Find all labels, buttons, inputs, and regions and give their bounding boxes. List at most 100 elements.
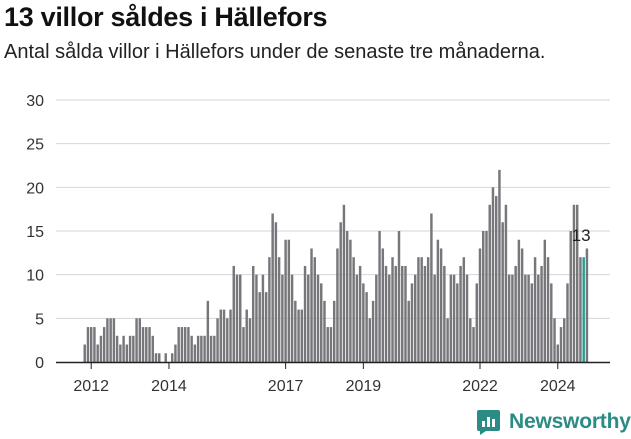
bar xyxy=(420,257,423,362)
bar xyxy=(242,327,245,362)
bar xyxy=(154,353,158,362)
bar xyxy=(355,274,359,362)
bar xyxy=(430,213,433,362)
bar xyxy=(488,204,491,362)
bar xyxy=(482,231,485,362)
bar xyxy=(472,327,475,362)
bar xyxy=(158,353,161,362)
bar xyxy=(465,274,469,362)
x-tick-label: 2019 xyxy=(346,378,382,395)
bar xyxy=(413,274,417,362)
bar xyxy=(498,169,501,362)
bar xyxy=(404,265,407,362)
bar xyxy=(368,318,372,362)
highlight-value-label: 13 xyxy=(572,226,591,245)
x-axis: 2012 2014 2017 2019 2022 2024 xyxy=(56,361,610,395)
bar xyxy=(313,257,316,362)
bar xyxy=(268,257,271,362)
bar xyxy=(128,335,132,362)
bar xyxy=(394,265,397,362)
bar xyxy=(449,274,453,362)
bar xyxy=(540,265,543,362)
y-tick-label: 10 xyxy=(26,268,44,285)
bar xyxy=(469,318,472,362)
y-tick-label: 15 xyxy=(26,224,44,241)
bar xyxy=(426,257,430,362)
bar xyxy=(206,300,210,362)
bar xyxy=(537,274,540,362)
newsworthy-logo-icon xyxy=(477,409,500,435)
x-tick-label: 2017 xyxy=(268,378,304,395)
bar xyxy=(501,222,504,362)
annotations: 13 xyxy=(572,226,591,245)
bar xyxy=(187,327,190,362)
bar xyxy=(294,300,297,362)
bar xyxy=(183,327,187,362)
bar xyxy=(310,248,313,362)
bar xyxy=(417,257,420,362)
bar xyxy=(99,335,103,362)
bar xyxy=(452,274,456,362)
bar xyxy=(436,239,440,362)
bar xyxy=(297,309,300,362)
bar xyxy=(86,327,90,362)
bar xyxy=(559,327,563,362)
bar xyxy=(579,257,582,362)
bar xyxy=(271,213,274,362)
bar xyxy=(258,292,261,362)
bar xyxy=(349,239,352,362)
bar xyxy=(517,239,521,362)
bar xyxy=(352,257,355,362)
bar xyxy=(89,327,93,362)
y-tick-label: 0 xyxy=(35,355,44,372)
bar xyxy=(93,327,96,362)
bar xyxy=(239,274,242,362)
bar xyxy=(527,274,530,362)
bar xyxy=(323,300,326,362)
grid-lines xyxy=(56,99,610,319)
bar xyxy=(504,204,508,362)
bar xyxy=(106,318,109,362)
bar xyxy=(170,353,174,362)
chart-subtitle: Antal sålda villor i Hällefors under de … xyxy=(4,41,546,63)
bar xyxy=(196,335,200,362)
bar xyxy=(550,283,553,362)
bar xyxy=(203,335,206,362)
bar xyxy=(235,274,239,362)
bar xyxy=(371,300,375,362)
bar xyxy=(384,265,388,362)
bar xyxy=(209,335,213,362)
bar xyxy=(232,265,235,362)
bar xyxy=(284,239,287,362)
bar xyxy=(446,318,449,362)
bar xyxy=(320,283,323,362)
bar xyxy=(514,265,517,362)
bar xyxy=(533,257,537,362)
bar xyxy=(546,257,550,362)
bar xyxy=(556,344,559,362)
bar xyxy=(109,318,112,362)
bar xyxy=(96,344,99,362)
chart-title: 13 villor såldes i Hällefors xyxy=(4,2,328,32)
bar xyxy=(200,335,203,362)
bar xyxy=(255,274,258,362)
bar xyxy=(410,283,414,362)
newsworthy-logo: Newsworthy xyxy=(476,407,631,437)
bar xyxy=(336,248,339,362)
bar xyxy=(290,274,294,362)
bar xyxy=(456,283,459,362)
bar xyxy=(316,274,320,362)
y-tick-label: 20 xyxy=(26,180,44,197)
bar xyxy=(132,335,135,362)
bar xyxy=(190,335,193,362)
bar xyxy=(391,257,394,362)
bar xyxy=(216,318,219,362)
bar xyxy=(585,248,589,362)
bar xyxy=(401,265,404,362)
bar-highlight xyxy=(582,257,585,362)
bar xyxy=(303,265,307,362)
bar xyxy=(439,248,443,362)
bar xyxy=(177,327,180,362)
bar xyxy=(135,318,138,362)
